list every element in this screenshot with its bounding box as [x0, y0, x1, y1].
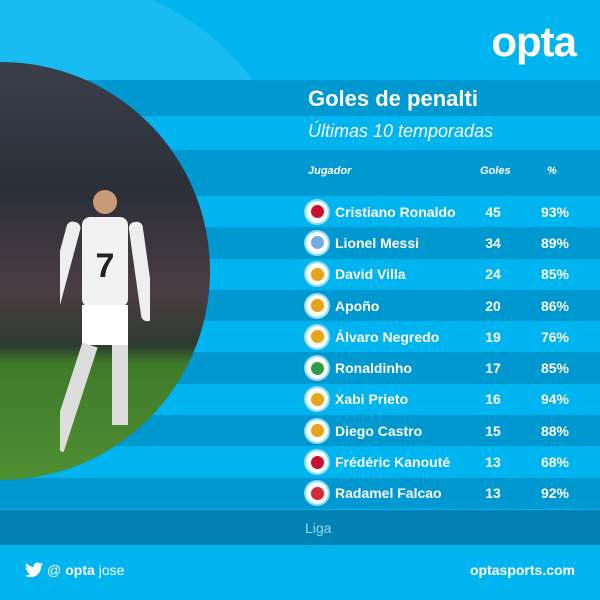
opta-logo: opta: [491, 18, 577, 65]
spain-flag-icon: [306, 263, 328, 286]
player-percent: 94%: [540, 391, 570, 408]
page-title: Goles de penalti: [308, 86, 478, 111]
player-goals: 13: [485, 454, 501, 471]
player-name: Ronaldinho: [335, 360, 412, 377]
spain-flag-icon: [306, 419, 328, 442]
player-goals: 24: [485, 266, 501, 283]
player-percent: 89%: [540, 234, 570, 251]
player-percent: 76%: [540, 328, 570, 345]
spain-flag-icon: [306, 294, 328, 317]
twitter-bird-icon: [25, 562, 43, 578]
spain-flag-icon: [306, 388, 328, 411]
website-link[interactable]: optasports.com: [469, 562, 575, 578]
handle-at: @: [47, 562, 62, 578]
player-name: Lionel Messi: [335, 234, 420, 251]
player-goals: 19: [485, 328, 501, 345]
player-percent: 68%: [540, 454, 570, 471]
header-player: Jugador: [308, 165, 352, 177]
player-name: Álvaro Negredo: [335, 328, 440, 345]
player-percent: 85%: [540, 266, 570, 283]
player-goals: 34: [485, 234, 501, 251]
handle-brand: opta: [65, 562, 95, 578]
svg-text:7: 7: [96, 247, 115, 285]
player-silhouette: 7: [60, 190, 150, 453]
player-percent: 86%: [540, 297, 570, 314]
player-name: David Villa: [335, 266, 406, 283]
player-percent: 88%: [540, 422, 570, 439]
player-goals: 17: [485, 360, 501, 377]
player-name: Xabi Prieto: [335, 391, 409, 408]
twitter-handle[interactable]: @ opta jose: [25, 562, 124, 578]
competition-label: Liga: [305, 520, 332, 536]
player-percent: 92%: [540, 485, 570, 502]
argentina-flag-icon: [306, 231, 328, 254]
player-name: Frédéric Kanouté: [335, 454, 451, 471]
colombia-flag-icon: [306, 482, 328, 505]
player-goals: 45: [485, 203, 501, 220]
player-goals: 20: [485, 297, 501, 314]
header-goals: Goles: [480, 165, 511, 177]
spain-flag-icon: [306, 325, 328, 348]
player-name: Cristiano Ronaldo: [335, 203, 456, 220]
player-name: Diego Castro: [335, 422, 423, 439]
player-goals: 15: [485, 422, 501, 439]
handle-name: jose: [98, 562, 125, 578]
player-percent: 93%: [540, 203, 570, 220]
liga-band: [0, 510, 600, 545]
player-name: Radamel Falcao: [335, 485, 442, 502]
table-row: Radamel Falcao 13 92%: [0, 477, 600, 509]
player-percent: 85%: [540, 360, 570, 377]
player-goals: 13: [485, 485, 501, 502]
header-percent: %: [547, 165, 557, 177]
page-subtitle: Últimas 10 temporadas: [308, 121, 494, 141]
player-goals: 16: [485, 391, 501, 408]
portugal-flag-icon: [306, 200, 328, 223]
mali-flag-icon: [306, 451, 328, 474]
player-name: Apoño: [335, 297, 380, 314]
brazil-flag-icon: [306, 357, 328, 380]
